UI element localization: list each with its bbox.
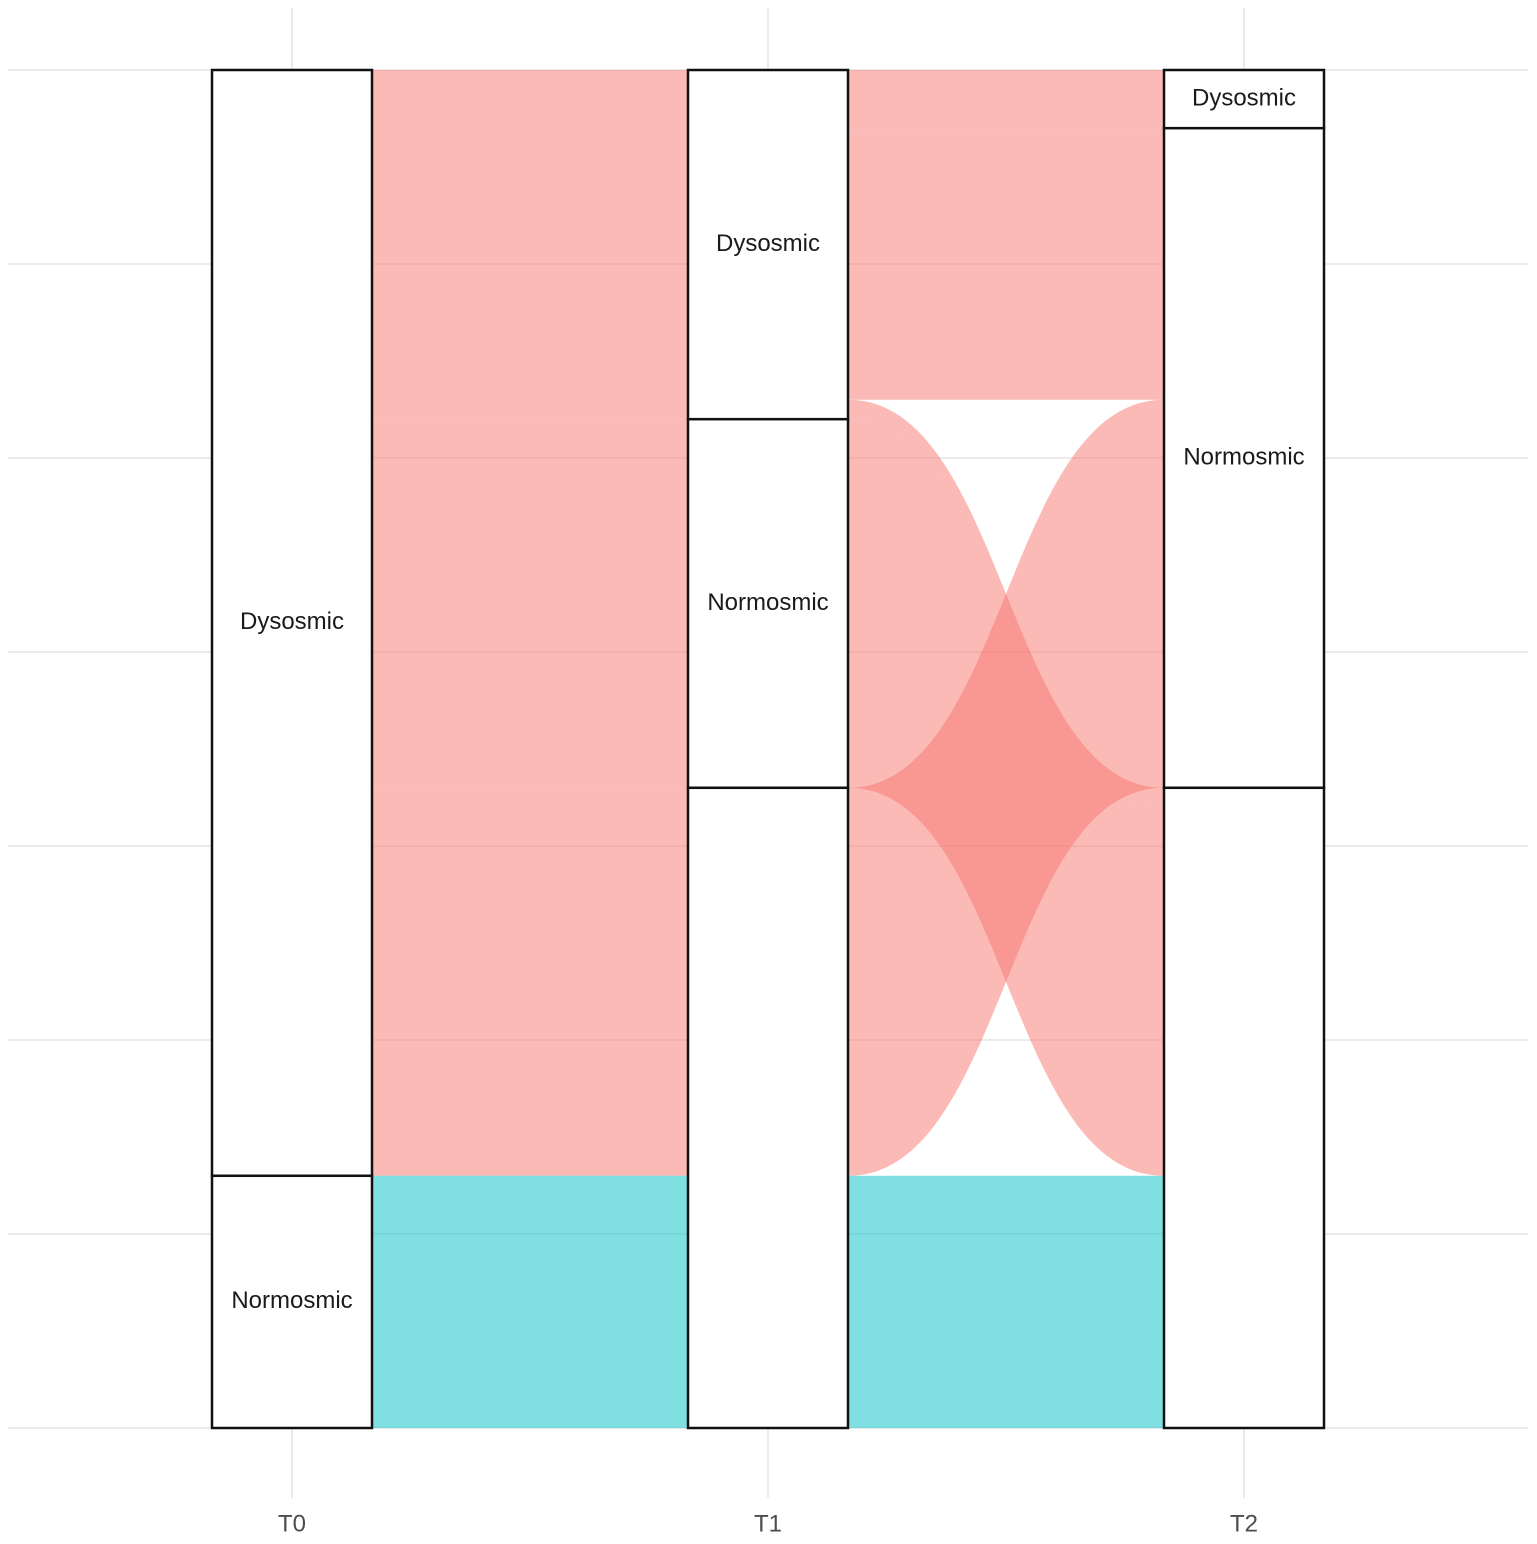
stratum-label: Normosmic <box>1183 443 1304 470</box>
flow <box>848 128 1164 400</box>
flow <box>372 787 688 1176</box>
stratum <box>1162 126 1326 790</box>
stratum-label: Dysosmic <box>1192 84 1296 111</box>
flow <box>372 70 688 420</box>
stratum <box>686 786 850 1430</box>
flow <box>372 419 688 788</box>
stratum <box>210 1174 374 1430</box>
x-axis-label: T1 <box>754 1510 782 1537</box>
stratum-label: Dysosmic <box>240 608 344 635</box>
stratum-label: Dysosmic <box>716 230 820 257</box>
flow <box>848 70 1164 129</box>
flow <box>848 1175 1164 1428</box>
x-axis-label: T2 <box>1230 1510 1258 1537</box>
flow <box>848 399 1164 1176</box>
stratum <box>1162 786 1326 1430</box>
flow <box>372 1175 688 1428</box>
stratum-label: Normosmic <box>707 589 828 616</box>
stratum-label: Normosmic <box>231 1287 352 1314</box>
x-axis-label: T0 <box>278 1510 306 1537</box>
